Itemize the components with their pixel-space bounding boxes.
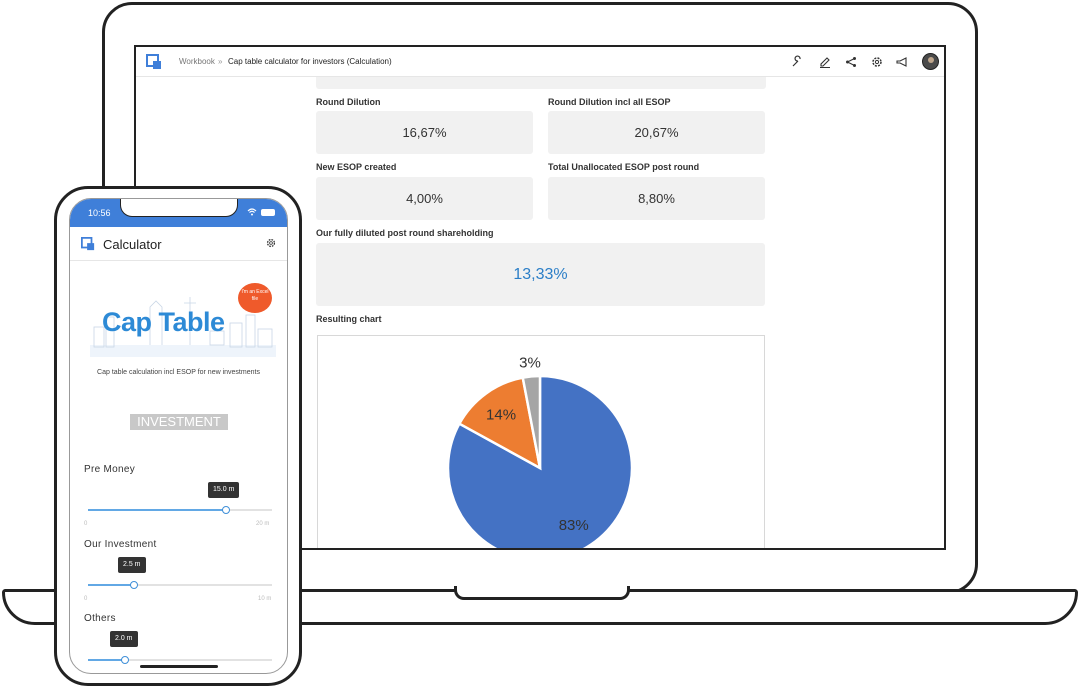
laptop-screen: Workbook » Cap table calculator for inve… (134, 45, 946, 550)
status-time: 10:56 (88, 208, 111, 218)
shareholding-value: 13,33% (316, 243, 765, 306)
slider-knob[interactable] (222, 506, 230, 514)
slider-min: 0 (84, 521, 88, 527)
battery-icon (261, 209, 275, 216)
slider-label-others: Others (84, 613, 116, 624)
previous-field-box (316, 77, 766, 89)
slider-our-investment[interactable] (88, 581, 272, 589)
round-dilution-esop-label: Round Dilution incl all ESOP (548, 97, 671, 107)
slider-knob[interactable] (130, 581, 138, 589)
laptop-notch (454, 586, 630, 600)
breadcrumb-workbook[interactable]: Workbook (179, 57, 215, 66)
phone-title: Calculator (103, 237, 162, 252)
wifi-icon (247, 208, 257, 216)
pie-data-label: 83% (559, 517, 589, 534)
breadcrumb-current: Cap table calculator for investors (Calc… (228, 57, 392, 66)
slider-fill (88, 659, 125, 661)
section-header-investment: INVESTMENT (130, 414, 228, 430)
excel-bubble: I'm an Excel file (238, 283, 272, 313)
slider-label-pre-money: Pre Money (84, 464, 136, 475)
shareholding-label: Our fully diluted post round shareholdin… (316, 228, 494, 238)
calculator-subtitle: Cap table calculation incl ESOP for new … (97, 369, 260, 376)
slider-min: 0 (84, 596, 88, 602)
user-avatar[interactable] (922, 53, 939, 70)
slider-max: 10 m (258, 596, 272, 602)
gear-icon[interactable] (870, 55, 884, 69)
share-icon[interactable] (844, 55, 858, 69)
wrench-icon[interactable] (790, 55, 804, 69)
unallocated-esop-value: 8,80% (548, 177, 765, 220)
pie-slice (521, 374, 542, 469)
cityscape-banner (90, 297, 276, 357)
gear-icon[interactable] (265, 237, 277, 249)
megaphone-icon[interactable] (895, 55, 909, 69)
slider-pre-money[interactable] (88, 506, 272, 514)
round-dilution-value: 16,67% (316, 111, 533, 154)
resulting-chart-label: Resulting chart (316, 314, 382, 324)
app-header: Workbook » Cap table calculator for inve… (136, 47, 944, 77)
slider-knob[interactable] (120, 656, 129, 664)
new-esop-value: 4,00% (316, 177, 533, 220)
slider-tooltip-our-investment: 2.5 m (118, 557, 146, 573)
slider-max: 20 m (256, 521, 270, 527)
slider-fill (88, 509, 226, 511)
pie-data-label: 3% (519, 354, 541, 371)
round-dilution-esop-value: 20,67% (548, 111, 765, 154)
home-indicator (140, 665, 218, 668)
pie-slice (457, 376, 542, 471)
phone-notch (120, 199, 238, 217)
round-dilution-label: Round Dilution (316, 97, 381, 107)
slider-fill (88, 584, 134, 586)
app-logo-icon[interactable] (81, 237, 95, 251)
pie-chart: 83% 14% 3% (446, 354, 634, 548)
unallocated-esop-label: Total Unallocated ESOP post round (548, 162, 700, 172)
new-esop-label: New ESOP created (316, 162, 397, 172)
slider-label-our-investment: Our Investment (84, 539, 157, 550)
breadcrumb-separator: » (218, 57, 223, 66)
slider-tooltip-pre-money: 15.0 m (208, 482, 240, 498)
pie-data-label: 14% (486, 406, 516, 423)
phone-screen: 10:56 Calculator Cap Table I'm an Excel … (69, 198, 288, 674)
app-logo-icon[interactable] (146, 54, 162, 70)
pie-slice (446, 374, 634, 548)
phone-header (70, 227, 287, 261)
banner-title: Cap Table (102, 307, 225, 337)
pie-chart-frame: 83% 14% 3% (317, 335, 765, 548)
slider-others[interactable] (88, 656, 272, 664)
pencil-icon[interactable] (818, 55, 832, 69)
slider-tooltip-others: 2.0 m (110, 631, 138, 647)
